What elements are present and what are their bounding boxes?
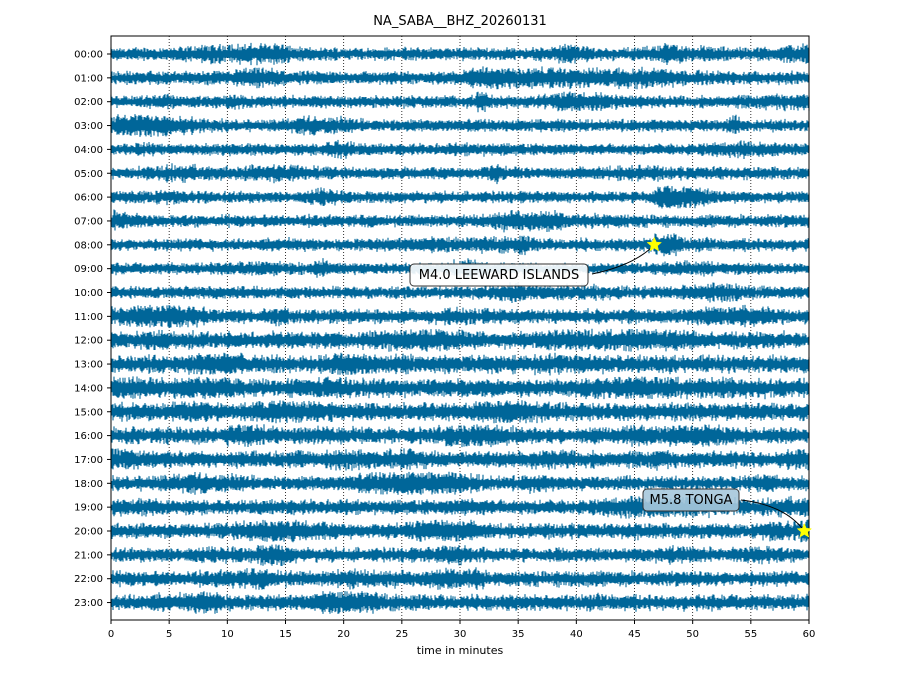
event-star-marker: [646, 236, 663, 252]
x-tick-label: 20: [337, 629, 350, 640]
event-label: M4.0 LEEWARD ISLANDS: [419, 268, 579, 283]
y-tick-label: 22:00: [74, 574, 103, 585]
y-tick-label: 12:00: [74, 336, 103, 347]
x-tick-label: 15: [279, 629, 292, 640]
y-tick-label: 02:00: [74, 97, 103, 108]
x-tick-label: 60: [803, 629, 816, 640]
y-tick-label: 09:00: [74, 264, 103, 275]
y-tick-label: 04:00: [74, 145, 103, 156]
trace-1400: [110, 376, 810, 400]
x-tick-label: 35: [512, 629, 525, 640]
event-label: M5.8 TONGA: [650, 493, 733, 508]
y-tick-label: 14:00: [74, 383, 103, 394]
x-tick-label: 55: [744, 629, 757, 640]
trace-1600: [110, 424, 810, 448]
y-tick-label: 23:00: [74, 598, 103, 609]
y-tick-label: 10:00: [74, 288, 103, 299]
trace-0200: [110, 91, 810, 113]
y-tick-label: 15:00: [74, 407, 103, 418]
event-arrow: [740, 499, 805, 532]
x-tick-label: 10: [221, 629, 234, 640]
x-axis: 0 5 10 15 20 25 30 35 40 45 50 55 60: [108, 620, 816, 640]
y-tick-label: 18:00: [74, 479, 103, 490]
x-tick-label: 30: [454, 629, 467, 640]
y-tick-label: 11:00: [74, 312, 103, 323]
y-tick-label: 01:00: [74, 73, 103, 84]
y-axis: 00:00 01:00 02:00 03:00 04:00 05:00 06:00 07:00…: [74, 50, 111, 609]
plot-frame: [110, 35, 810, 621]
x-tick-label: 40: [570, 629, 583, 640]
trace-2100: [110, 544, 810, 566]
y-tick-label: 19:00: [74, 503, 103, 514]
x-axis-label: time in minutes: [417, 644, 504, 657]
trace-2000: [110, 519, 810, 543]
y-tick-label: 20:00: [74, 527, 103, 538]
trace-1500: [110, 400, 810, 424]
x-tick-label: 45: [628, 629, 641, 640]
y-tick-label: 07:00: [74, 216, 103, 227]
y-tick-label: 06:00: [74, 193, 103, 204]
x-tick-label: 5: [166, 629, 172, 640]
event-label-box: [409, 263, 589, 287]
x-tick-label: 50: [686, 629, 699, 640]
y-tick-label: 21:00: [74, 550, 103, 561]
y-tick-label: 16:00: [74, 431, 103, 442]
event-star-marker: [796, 522, 813, 538]
y-tick-label: 05:00: [74, 169, 103, 180]
y-tick-label: 00:00: [74, 50, 103, 61]
y-tick-label: 03:00: [74, 121, 103, 132]
x-tick-label: 0: [108, 629, 114, 640]
y-tick-label: 08:00: [74, 240, 103, 251]
event-annotations: M4.0 LEEWARD ISLANDS M5.8 TONGA: [409, 236, 813, 538]
trace-0000: [110, 42, 810, 66]
trace-1700: [110, 448, 810, 471]
x-tick-label: 25: [395, 629, 408, 640]
y-tick-label: 13:00: [74, 360, 103, 371]
trace-lines: [110, 42, 810, 614]
chart-title: NA_SABA__BHZ_20260131: [373, 14, 547, 29]
y-tick-label: 17:00: [74, 455, 103, 466]
event-label-box: [642, 488, 740, 512]
